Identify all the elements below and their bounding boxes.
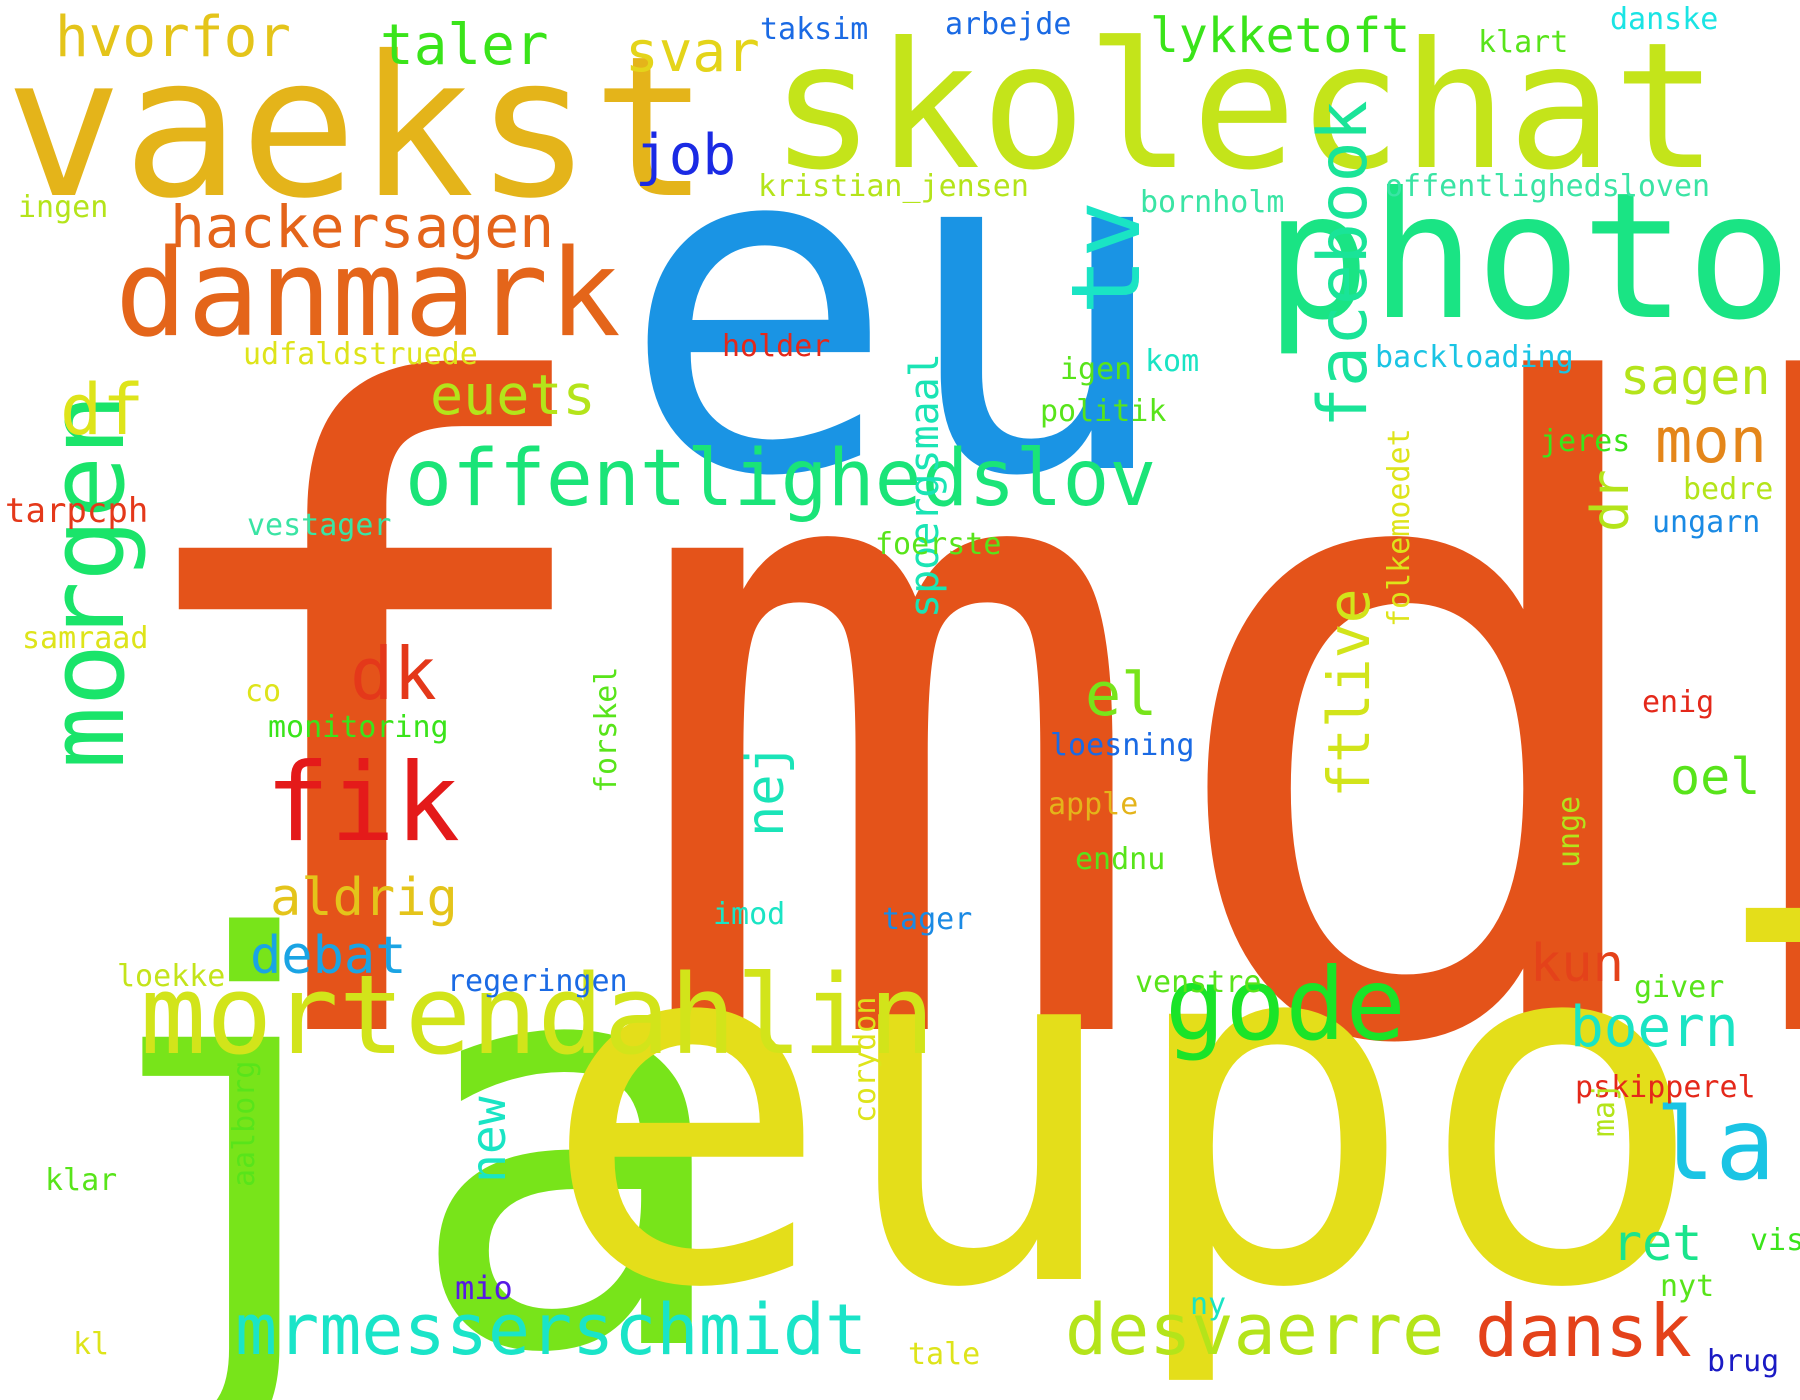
word: holder [722, 329, 831, 364]
word: dansk [1475, 1289, 1692, 1373]
word: pskipperel [1575, 1070, 1756, 1105]
word: job [635, 123, 737, 188]
word: bedre [1683, 472, 1774, 507]
word: endnu [1075, 842, 1166, 877]
word: df [60, 369, 145, 451]
word: forskel [589, 666, 624, 793]
word: facebook [1304, 100, 1383, 428]
word: kristian_jensen [758, 169, 1029, 204]
word: aalborg [227, 1060, 262, 1187]
word: ftlive [1315, 588, 1383, 798]
word: euets [430, 363, 596, 427]
word: jeres [1540, 424, 1631, 459]
word: ja [65, 824, 740, 1400]
word: taler [380, 13, 549, 78]
word: ny [1190, 1287, 1227, 1322]
word: backloading [1375, 340, 1574, 375]
word: gode [1165, 946, 1406, 1063]
word: oel [1670, 748, 1761, 806]
word: brug [1707, 1344, 1780, 1379]
word: imod [713, 897, 786, 932]
word: svar [625, 20, 760, 85]
word: eupol [540, 830, 1800, 1394]
word: co [245, 674, 282, 709]
word: aldrig [270, 868, 458, 928]
word: ungarn [1652, 505, 1761, 540]
word: hvorfor [55, 5, 292, 70]
word: loesning [1050, 728, 1195, 763]
word: nyt [1660, 1269, 1715, 1304]
word: kom [1145, 344, 1200, 379]
word: dk [350, 632, 437, 716]
word: venstre [1135, 965, 1262, 1000]
word: arbejde [945, 7, 1072, 42]
word: skolechat [770, 6, 1719, 209]
word: new [461, 1096, 517, 1183]
word: danmark [115, 225, 621, 364]
word: tale [908, 1337, 981, 1372]
word: klart [1478, 25, 1569, 60]
word: mrmesserschmidt [235, 1289, 868, 1371]
word: maj [1587, 1082, 1622, 1137]
word: mortendahlin [140, 951, 935, 1079]
word: desvaerre [1065, 1289, 1445, 1371]
word: vaekst [5, 14, 710, 241]
word: klar [45, 1163, 118, 1198]
word: mio [455, 1269, 513, 1307]
word: regeringen [447, 964, 628, 999]
word: eu [620, 42, 1174, 577]
word: monitoring [268, 710, 449, 745]
word: enig [1642, 685, 1715, 720]
word: nej [736, 743, 796, 837]
word: boern [1570, 995, 1739, 1060]
word: ret [1612, 1214, 1703, 1272]
word: hackersagen [170, 193, 555, 261]
word: udfaldstruede [243, 337, 478, 372]
word: vestager [247, 508, 392, 543]
word: la [1655, 1086, 1776, 1203]
word: folkemoedet [1382, 428, 1417, 627]
word: mon [1655, 404, 1767, 477]
word: el [1085, 660, 1158, 730]
word: danske [1610, 2, 1719, 37]
word: tarpcph [5, 491, 149, 531]
word: foerste [875, 527, 1002, 562]
word: giver [1634, 970, 1725, 1005]
word: loekke [117, 959, 226, 994]
word: vist [1750, 1223, 1800, 1258]
word: apple [1048, 787, 1139, 822]
word: taksim [760, 12, 869, 47]
word: fik [265, 741, 461, 866]
word: corydon [848, 996, 883, 1123]
word: igen [1060, 352, 1133, 387]
word: dr [1581, 469, 1641, 532]
word: samraad [22, 621, 149, 656]
word: photo [1265, 156, 1792, 359]
word: debat [250, 926, 407, 986]
word: spoergsmaal [902, 353, 948, 618]
word: politik [1040, 394, 1167, 429]
word: kl [73, 1327, 110, 1362]
word: tager [882, 902, 973, 937]
word: ingen [18, 190, 109, 225]
word: unge [1552, 795, 1587, 868]
word: lykketoft [1150, 8, 1411, 64]
word: kun [1530, 934, 1624, 994]
word: bornholm [1140, 185, 1285, 220]
word: fmdk [95, 212, 1800, 1237]
word: offentlighedsloven [1385, 169, 1711, 204]
word: offentlighedslov [405, 434, 1157, 524]
word: sagen [1620, 348, 1771, 406]
